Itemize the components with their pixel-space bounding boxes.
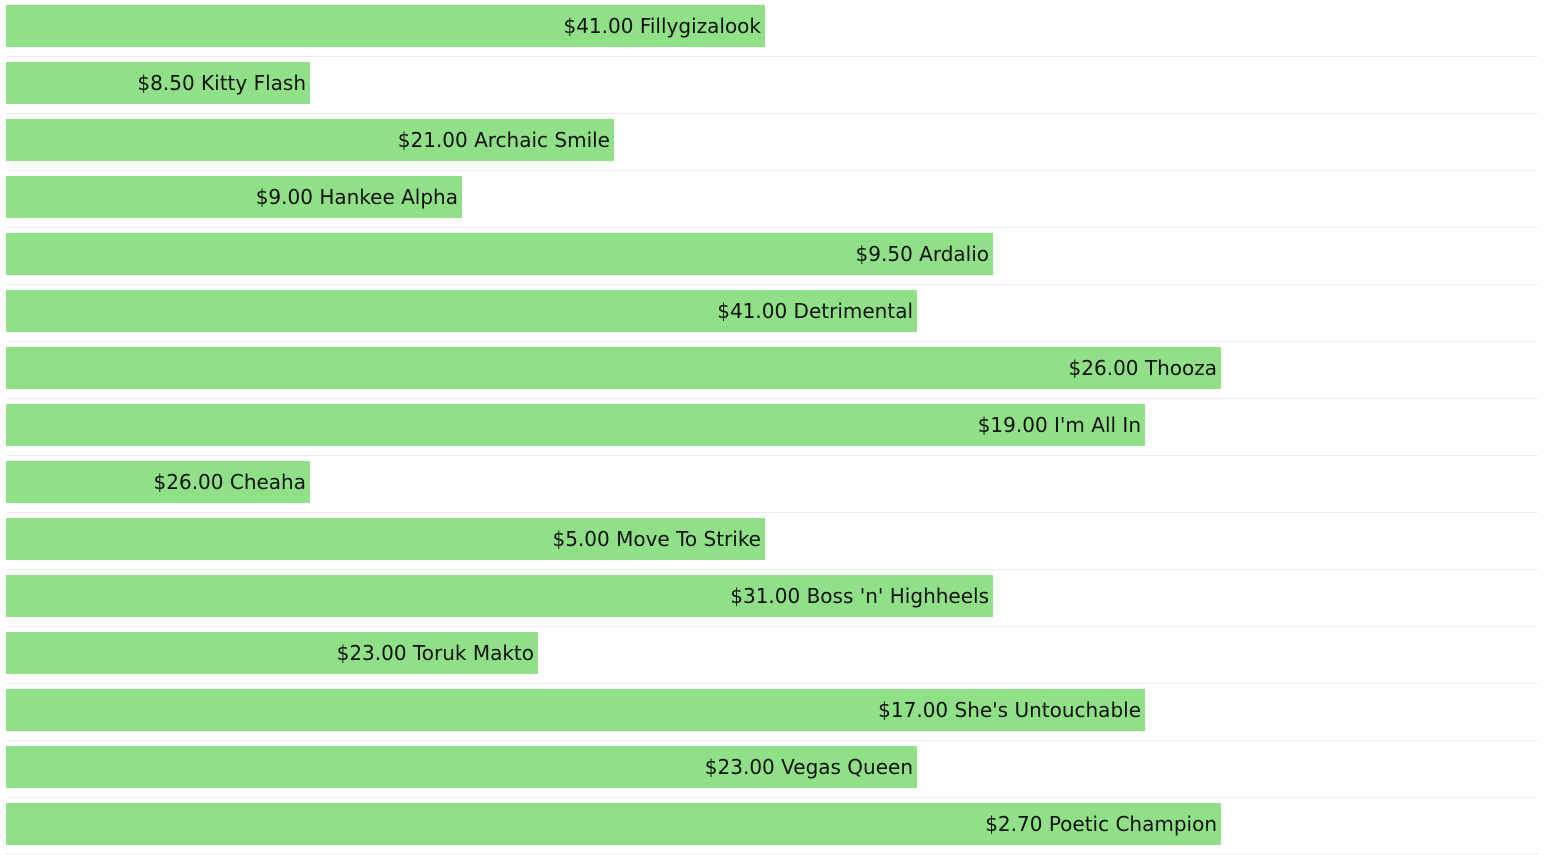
row-divider bbox=[6, 227, 1538, 228]
row-divider bbox=[6, 626, 1538, 627]
bar-label: $41.00 Fillygizalook bbox=[563, 14, 761, 38]
bar-row: $26.00 Thooza bbox=[0, 342, 1540, 399]
bar-label: $26.00 Cheaha bbox=[153, 470, 306, 494]
bar-label: $41.00 Detrimental bbox=[717, 299, 913, 323]
bar-row: $2.70 Poetic Champion bbox=[0, 798, 1540, 855]
bar-row: $41.00 Fillygizalook bbox=[0, 0, 1540, 57]
bar: $5.00 Move To Strike bbox=[6, 518, 765, 560]
bar-row: $21.00 Archaic Smile bbox=[0, 114, 1540, 171]
bar-label: $21.00 Archaic Smile bbox=[397, 128, 610, 152]
bar: $26.00 Thooza bbox=[6, 347, 1221, 389]
bar-row: $41.00 Detrimental bbox=[0, 285, 1540, 342]
bar-row: $9.50 Ardalio bbox=[0, 228, 1540, 285]
bar-row: $23.00 Toruk Makto bbox=[0, 627, 1540, 684]
bar-row: $9.00 Hankee Alpha bbox=[0, 171, 1540, 228]
bar-label: $8.50 Kitty Flash bbox=[137, 71, 306, 95]
bar-label: $5.00 Move To Strike bbox=[552, 527, 761, 551]
bar-label: $9.50 Ardalio bbox=[855, 242, 989, 266]
bar-label: $23.00 Vegas Queen bbox=[704, 755, 913, 779]
row-divider bbox=[6, 170, 1538, 171]
bar: $41.00 Detrimental bbox=[6, 290, 917, 332]
bar: $23.00 Toruk Makto bbox=[6, 632, 538, 674]
bar-row: $17.00 She's Untouchable bbox=[0, 684, 1540, 741]
bar-label: $23.00 Toruk Makto bbox=[336, 641, 534, 665]
bar-row: $23.00 Vegas Queen bbox=[0, 741, 1540, 798]
row-divider bbox=[6, 455, 1538, 456]
bar-label: $9.00 Hankee Alpha bbox=[255, 185, 458, 209]
bar-label: $19.00 I'm All In bbox=[977, 413, 1141, 437]
row-divider bbox=[6, 56, 1538, 57]
bar-label: $26.00 Thooza bbox=[1068, 356, 1217, 380]
bar-label: $17.00 She's Untouchable bbox=[878, 698, 1141, 722]
row-divider bbox=[6, 797, 1538, 798]
bar-row: $26.00 Cheaha bbox=[0, 456, 1540, 513]
row-divider bbox=[6, 398, 1538, 399]
bar: $23.00 Vegas Queen bbox=[6, 746, 917, 788]
row-divider bbox=[6, 284, 1538, 285]
bar: $9.00 Hankee Alpha bbox=[6, 176, 462, 218]
bar-label: $2.70 Poetic Champion bbox=[985, 812, 1217, 836]
row-divider bbox=[6, 341, 1538, 342]
bar: $21.00 Archaic Smile bbox=[6, 119, 614, 161]
row-divider bbox=[6, 569, 1538, 570]
bar: $19.00 I'm All In bbox=[6, 404, 1145, 446]
bar-row: $19.00 I'm All In bbox=[0, 399, 1540, 456]
bar: $8.50 Kitty Flash bbox=[6, 62, 310, 104]
bar: $31.00 Boss 'n' Highheels bbox=[6, 575, 993, 617]
row-divider bbox=[6, 740, 1538, 741]
bar: $26.00 Cheaha bbox=[6, 461, 310, 503]
bar-row: $8.50 Kitty Flash bbox=[0, 57, 1540, 114]
row-divider bbox=[6, 683, 1538, 684]
bar-row: $5.00 Move To Strike bbox=[0, 513, 1540, 570]
bar-row: $31.00 Boss 'n' Highheels bbox=[0, 570, 1540, 627]
row-divider bbox=[6, 512, 1538, 513]
bar: $17.00 She's Untouchable bbox=[6, 689, 1145, 731]
bar: $2.70 Poetic Champion bbox=[6, 803, 1221, 845]
bar: $9.50 Ardalio bbox=[6, 233, 993, 275]
bar-label: $31.00 Boss 'n' Highheels bbox=[730, 584, 989, 608]
row-divider bbox=[6, 113, 1538, 114]
bar: $41.00 Fillygizalook bbox=[6, 5, 765, 47]
